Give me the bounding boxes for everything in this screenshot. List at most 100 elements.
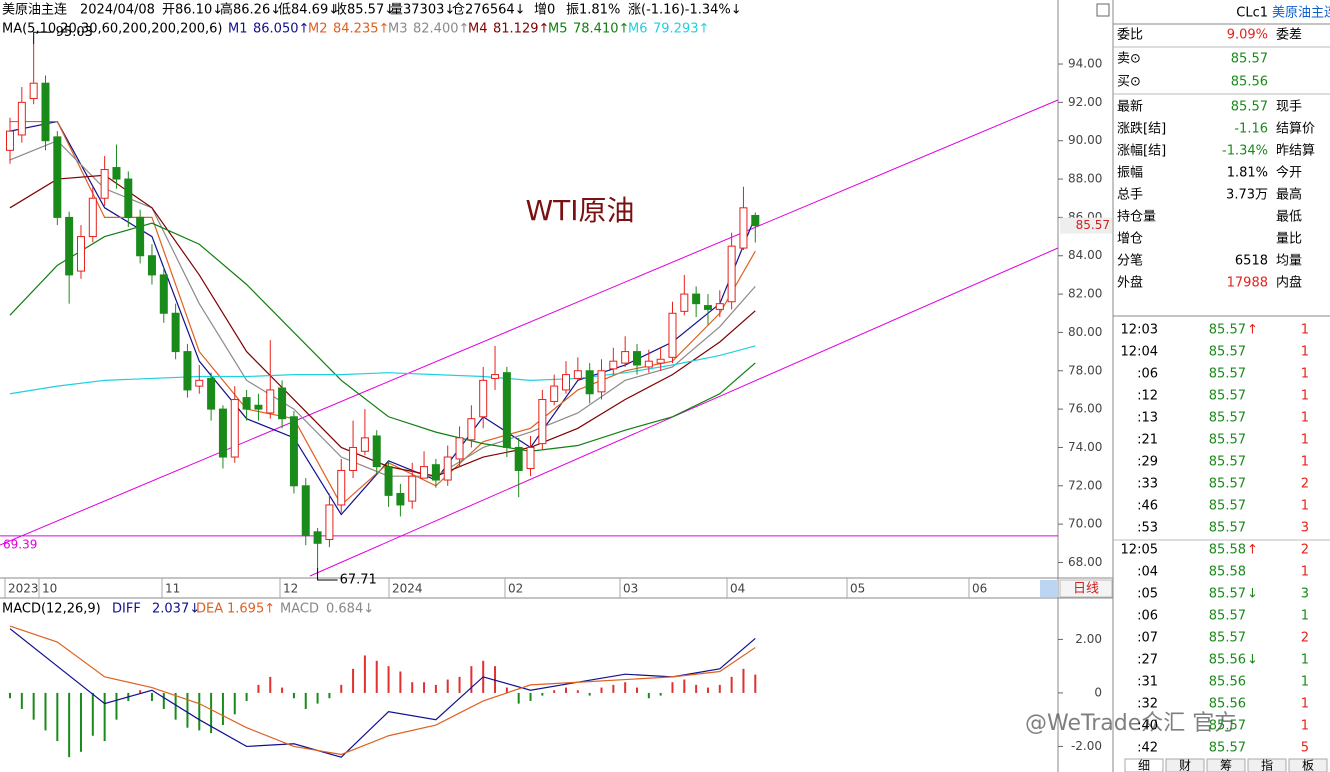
quote-label: 卖⊙ xyxy=(1117,52,1141,67)
candle-body xyxy=(727,245,736,303)
trade-volume: 1 xyxy=(1301,345,1309,360)
x-tick-label: 04 xyxy=(730,582,745,596)
candle-body xyxy=(29,82,38,100)
trade-volume: 1 xyxy=(1301,389,1309,404)
header-info: 低84.69↓ xyxy=(278,3,339,18)
candle-body xyxy=(692,293,701,305)
candle-body xyxy=(609,360,618,370)
period-button[interactable] xyxy=(1059,579,1113,598)
candle-body xyxy=(100,168,109,199)
quote-right-label: 最高 xyxy=(1276,187,1302,203)
panel-icon[interactable] xyxy=(1096,3,1110,17)
trade-time: :27 xyxy=(1137,653,1158,668)
candle-body xyxy=(408,475,417,502)
legend-value: 2.037↓ xyxy=(152,602,200,617)
quote-right-label: 结算价 xyxy=(1276,122,1315,137)
y-tick-label: 90.00 xyxy=(1068,133,1102,147)
candle-body xyxy=(538,399,547,445)
tab[interactable] xyxy=(1288,758,1328,772)
y-tick-label: 88.00 xyxy=(1068,172,1102,186)
trade-time: :05 xyxy=(1137,587,1158,602)
period-label: 日线 xyxy=(1073,582,1099,597)
trade-price: 85.57 xyxy=(1209,587,1246,602)
quote-label: 涨跌[结] xyxy=(1117,121,1166,137)
x-tick-label: 03 xyxy=(623,582,638,596)
quote-name: 美原油主连 xyxy=(1272,5,1330,21)
tab[interactable] xyxy=(1165,758,1205,772)
trade-volume: 1 xyxy=(1301,697,1309,712)
candle-body xyxy=(502,372,511,448)
x-tick-label: 10 xyxy=(42,582,57,596)
quote-value: 17988 xyxy=(1227,276,1268,291)
candle-body xyxy=(491,374,500,379)
y-tick-label: 72.00 xyxy=(1068,478,1102,492)
trade-direction: ↓ xyxy=(1247,653,1258,668)
candle-body xyxy=(136,216,145,257)
candle-body xyxy=(656,358,665,364)
quote-right-label: 均量 xyxy=(1276,254,1302,269)
legend-name: DIFF xyxy=(112,602,141,617)
candle-body xyxy=(715,303,724,310)
quote-label: 涨幅[结] xyxy=(1117,144,1166,159)
legend-value: 81.129↑ xyxy=(493,22,549,37)
trade-time: :07 xyxy=(1137,631,1158,646)
candle-body xyxy=(337,469,346,506)
legend-value: 84.235↑ xyxy=(333,22,389,37)
trade-time: :32 xyxy=(1137,697,1158,712)
trade-time: :13 xyxy=(1137,411,1158,426)
watermark: @WeTrade众汇 官方 xyxy=(1025,711,1236,736)
candle-body xyxy=(171,312,180,353)
trade-volume: 1 xyxy=(1301,719,1309,734)
last-price-label: 85.57 xyxy=(1076,218,1110,232)
candle-body xyxy=(147,255,156,276)
trade-price: 85.57 xyxy=(1209,389,1246,404)
candle-body xyxy=(372,435,381,468)
header-info: 量37303↓ xyxy=(390,3,455,18)
candle-body xyxy=(585,370,594,395)
trade-price: 85.57 xyxy=(1209,609,1246,624)
header-info: 涨(-1.16)-1.34%↓ xyxy=(628,3,742,18)
quote-value: 6518 xyxy=(1235,254,1268,269)
x-tick-label: 05 xyxy=(850,582,865,596)
annotation-leader xyxy=(317,568,338,581)
x-tick-label: 2023 xyxy=(8,582,39,596)
candle-body xyxy=(739,207,748,249)
trade-volume: 2 xyxy=(1301,477,1309,492)
legend-name: M3 xyxy=(388,22,408,37)
legend-value: 86.050↑ xyxy=(253,22,309,37)
header-info: 2024/04/08 xyxy=(80,3,155,18)
candle-body xyxy=(41,82,50,142)
candle-body xyxy=(17,101,26,136)
trade-time: 12:04 xyxy=(1121,345,1158,360)
y-tick-label: 70.00 xyxy=(1068,517,1102,531)
legend-value: 78.410↑ xyxy=(573,22,629,37)
trade-price: 85.56 xyxy=(1209,653,1246,668)
candle-body xyxy=(65,216,74,276)
tab[interactable] xyxy=(1206,758,1246,772)
trade-price: 85.57 xyxy=(1209,719,1246,734)
candle-body xyxy=(668,312,677,358)
legend-name: M1 xyxy=(228,22,248,37)
header-info: 仓276564↓ xyxy=(452,3,526,18)
y-tick-label: 82.00 xyxy=(1068,287,1102,301)
macd-line xyxy=(9,628,756,758)
candle-body xyxy=(479,379,488,418)
ma-title: MA(5,10,20,30,60,200,200,200,6) xyxy=(2,22,222,37)
candle-body xyxy=(112,167,121,180)
tab[interactable] xyxy=(1124,758,1164,772)
candle-body xyxy=(325,504,334,540)
trade-price: 85.57 xyxy=(1209,477,1246,492)
y-tick-label: 78.00 xyxy=(1068,363,1102,377)
legend-value: 82.400↑ xyxy=(413,22,469,37)
trade-direction: ↓ xyxy=(1247,587,1258,602)
candle-body xyxy=(278,387,287,420)
annotation-label: 95.03 xyxy=(56,25,93,40)
header-info: 高86.26↓ xyxy=(220,2,281,18)
trade-volume: 3 xyxy=(1301,587,1309,602)
trade-direction: ↑ xyxy=(1247,323,1258,338)
tab[interactable] xyxy=(1247,758,1287,772)
quote-value: -1.34% xyxy=(1222,144,1268,159)
candle-body xyxy=(183,351,192,391)
